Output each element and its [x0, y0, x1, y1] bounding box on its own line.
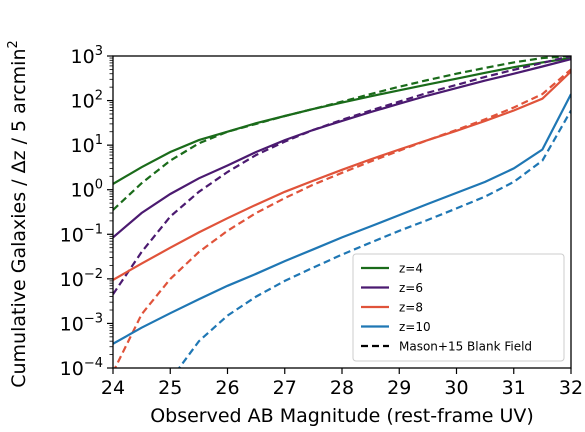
series-line-mason-15-blank-field-dashed	[177, 109, 571, 368]
x-tick-label: 24	[101, 377, 125, 399]
y-tick-label: 101	[71, 133, 103, 157]
x-tick-label: 28	[330, 377, 354, 399]
legend-label: Mason+15 Blank Field	[399, 340, 532, 354]
series-line-z-8-solid	[113, 70, 571, 281]
y-tick-label: 10−1	[60, 222, 103, 246]
x-axis-title: Observed AB Magnitude (rest-frame UV)	[150, 405, 534, 427]
x-tick-label: 26	[215, 377, 239, 399]
x-tick-label: 32	[559, 377, 583, 399]
y-axis-title: Cumulative Galaxies / Δz / 5 arcmin2	[6, 40, 30, 388]
legend-label: z=8	[399, 301, 423, 315]
x-tick-label: 25	[158, 377, 182, 399]
legend-label: z=4	[399, 262, 423, 276]
legend-box	[352, 253, 565, 362]
y-tick-label: 10−2	[60, 267, 103, 291]
y-tick-label: 103	[71, 44, 103, 68]
x-tick-label: 27	[273, 377, 297, 399]
x-axis-ticks: 24 25 26 27 28 29 30 31 32	[101, 368, 583, 399]
y-tick-label: 10−3	[60, 311, 103, 335]
series-line-z-8-dashed	[113, 68, 571, 368]
legend-label: z=10	[399, 320, 431, 334]
x-tick-label: 29	[387, 377, 411, 399]
x-tick-label: 31	[502, 377, 526, 399]
series-lines	[113, 56, 571, 368]
series-line-z-6-dashed	[113, 56, 571, 295]
y-tick-label: 100	[71, 178, 103, 202]
plot-area	[112, 55, 572, 369]
x-tick-label: 30	[444, 377, 468, 399]
legend: z=4 z=6 z=8 z=10 Mason+15 Blank Field	[352, 253, 565, 362]
series-line-z-4-dashed	[113, 56, 571, 211]
legend-label: z=6	[399, 281, 423, 295]
series-line-z-10-solid	[113, 93, 571, 345]
y-axis-ticks: 10−4 10−3 10−2 10−1 100 101 102 103	[60, 44, 113, 380]
y-tick-label: 102	[71, 89, 103, 113]
y-tick-label: 10−4	[60, 356, 103, 380]
series-line-z-6-solid	[113, 58, 571, 239]
